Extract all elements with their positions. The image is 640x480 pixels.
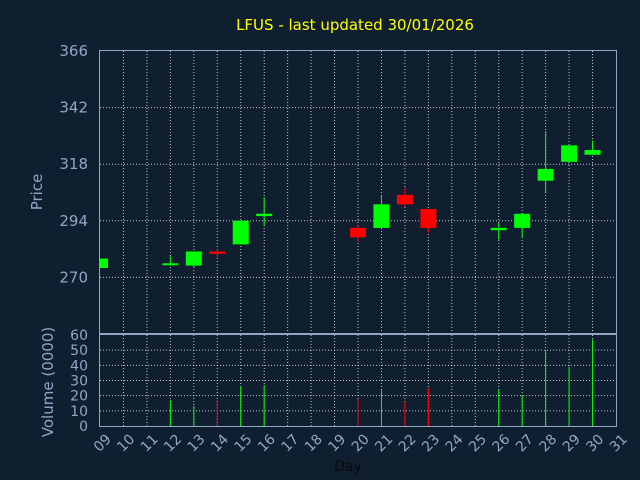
volume-tick-label: 60: [70, 328, 88, 344]
volume-axis-label: Volume (0000): [39, 327, 57, 437]
price-tick-label: 294: [59, 212, 88, 230]
candle-body: [162, 263, 179, 266]
candle-body: [373, 204, 390, 228]
volume-bars: [169, 339, 594, 426]
candle-body: [584, 150, 601, 155]
volume-panel-frame: [99, 334, 617, 427]
candle-body: [537, 168, 554, 181]
price-tick-label: 270: [59, 268, 88, 286]
volume-tick-label: 40: [70, 358, 88, 374]
price-tick-label: 366: [59, 42, 88, 60]
candle-body: [561, 145, 578, 162]
price-panel-frame: [99, 50, 617, 334]
chart-title: LFUS - last updated 30/01/2026: [236, 16, 474, 34]
volume-tick-label: 30: [70, 374, 88, 390]
volume-tick-label: 10: [70, 404, 88, 420]
candle-body: [232, 220, 249, 245]
candle-body: [514, 213, 531, 228]
candles: [99, 131, 601, 268]
price-tick-label: 318: [59, 155, 88, 173]
candle-body: [490, 227, 507, 231]
candle-body: [185, 251, 202, 266]
candle-body: [396, 194, 413, 205]
candle-body: [350, 227, 366, 238]
grid-layer: [100, 51, 616, 426]
candle-body: [256, 213, 273, 217]
candle-body: [420, 209, 437, 228]
volume-tick-label: 20: [70, 389, 88, 405]
candle-body: [209, 251, 226, 254]
candle-body: [100, 258, 108, 268]
price-tick-label: 342: [59, 99, 88, 117]
volume-tick-label: 0: [79, 419, 88, 435]
volume-tick-label: 50: [70, 343, 88, 359]
price-axis-label: Price: [28, 174, 46, 211]
x-axis-label: Day: [334, 459, 362, 475]
